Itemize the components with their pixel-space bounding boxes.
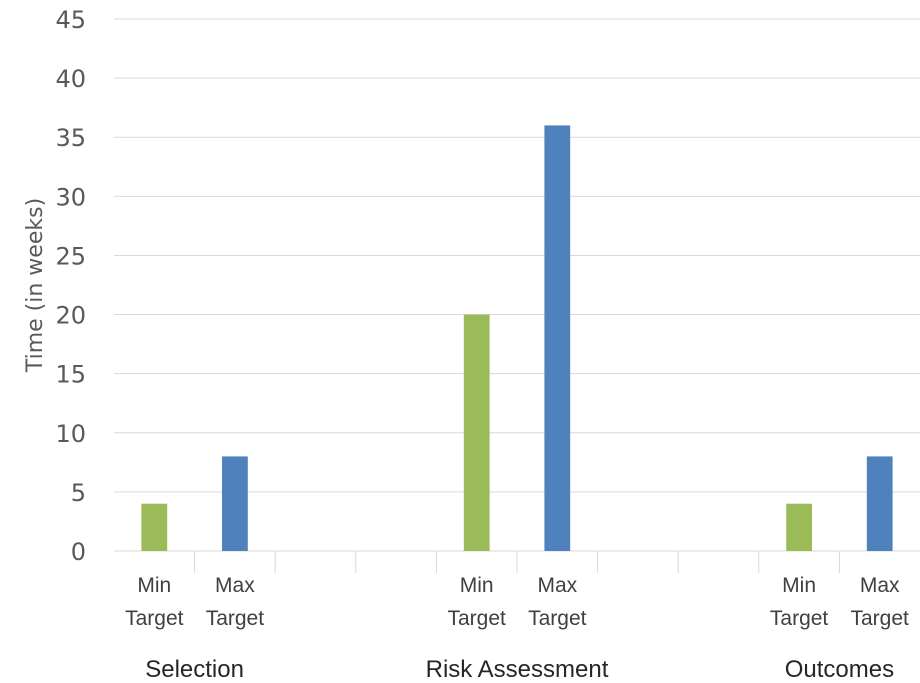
group-label: Outcomes	[785, 656, 894, 683]
y-axis-ticks: 0 5 10 15 20 25 30 35 40 45	[55, 6, 86, 566]
y-tick-label: 30	[55, 183, 86, 211]
y-tick-label: 5	[71, 479, 86, 507]
y-tick-label: 15	[55, 361, 86, 389]
x-tick-label-line1: Min	[782, 574, 816, 597]
group-label: Selection	[145, 656, 244, 683]
y-tick-label: 0	[71, 538, 86, 566]
y-tick-label: 25	[55, 242, 86, 270]
y-tick-label: 45	[55, 6, 86, 34]
y-tick-label: 40	[55, 65, 86, 93]
x-tick-label-line1: Max	[860, 574, 900, 597]
x-tick-label-line1: Max	[537, 574, 577, 597]
group-labels: Selection Risk Assessment Outcomes	[145, 656, 894, 683]
x-tick-label-line2: Target	[770, 607, 829, 630]
y-tick-label: 10	[55, 420, 86, 448]
y-axis-title: Time (in weeks)	[23, 198, 48, 373]
category-labels: Min Target Max Target Min Target Max Target Min T…	[125, 574, 909, 630]
y-tick-label: 20	[55, 302, 86, 330]
x-tick-label-line2: Target	[448, 607, 507, 630]
bar-min-target	[141, 503, 168, 551]
x-tick-label-line2: Target	[125, 607, 184, 630]
x-tick-label-line2: Target	[851, 607, 910, 630]
bar-max-target	[866, 456, 893, 551]
category-separators	[194, 551, 840, 573]
x-tick-label-line1: Min	[460, 574, 494, 597]
bar-max-target	[544, 125, 571, 552]
group-label: Risk Assessment	[426, 656, 609, 683]
bar-min-target	[786, 503, 812, 551]
bars	[141, 125, 893, 552]
bar-min-target	[463, 314, 490, 551]
bar-max-target	[222, 456, 248, 551]
gridlines	[114, 18, 920, 552]
y-tick-label: 35	[55, 124, 86, 152]
x-tick-label-line1: Max	[215, 574, 255, 597]
x-tick-label-line2: Target	[206, 607, 265, 630]
x-tick-label-line1: Min	[137, 574, 171, 597]
x-tick-label-line2: Target	[528, 607, 587, 630]
